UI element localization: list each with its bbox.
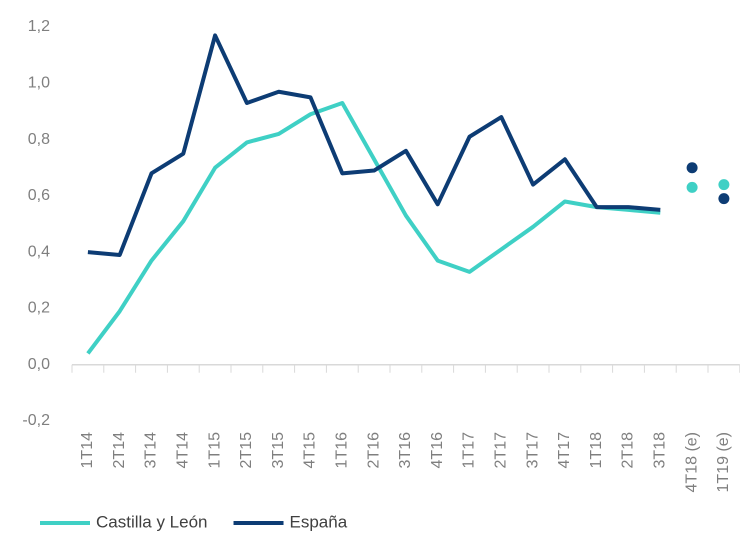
x-tick-label: 1T17	[461, 432, 478, 469]
series-line	[87, 33, 661, 257]
x-tick-label: 3T14	[143, 432, 160, 469]
x-tick-label: 2T15	[238, 432, 255, 469]
x-tick-label: 2T17	[493, 432, 510, 469]
x-tick-label: 1T16	[334, 432, 351, 469]
x-tick-label: 1T18	[588, 432, 605, 469]
x-tick-label: 4T16	[429, 432, 446, 469]
estimate-point	[686, 162, 698, 174]
x-tick-label: 4T17	[556, 432, 573, 469]
legend-label: España	[290, 512, 348, 531]
y-tick-label: 0,6	[28, 187, 50, 204]
x-tick-label: 3T16	[397, 432, 414, 469]
estimate-point	[718, 179, 730, 191]
series-line	[86, 100, 661, 355]
x-tick-label: 3T18	[652, 432, 669, 469]
legend-label: Castilla y León	[96, 512, 208, 531]
y-tick-label: 0,2	[28, 300, 50, 317]
x-tick-label: 2T16	[365, 432, 382, 469]
x-tick-label: 2T18	[620, 432, 637, 469]
estimate-point	[718, 193, 730, 205]
x-tick-label: 3T17	[524, 432, 541, 469]
legend: Castilla y León España	[40, 512, 348, 531]
y-tick-label: 1,2	[28, 18, 50, 35]
x-tick-label: 1T19 (e)	[715, 432, 732, 492]
y-tick-label: 0,0	[28, 356, 50, 373]
x-tick-label: 2T14	[111, 432, 128, 469]
estimate-point	[686, 181, 698, 193]
y-tick-label: 0,8	[28, 131, 50, 148]
x-tick-label: 4T14	[175, 432, 192, 469]
x-tick-label: 3T15	[270, 432, 287, 469]
x-tick-label: 1T14	[79, 432, 96, 469]
y-tick-label: 1,0	[28, 75, 50, 92]
x-tick-label: 4T15	[302, 432, 319, 469]
x-tick-label: 1T15	[206, 432, 223, 469]
y-tick-label: -0,2	[22, 412, 50, 429]
x-tick-label: 4T18 (e)	[683, 432, 700, 492]
y-tick-label: 0,4	[28, 243, 50, 260]
